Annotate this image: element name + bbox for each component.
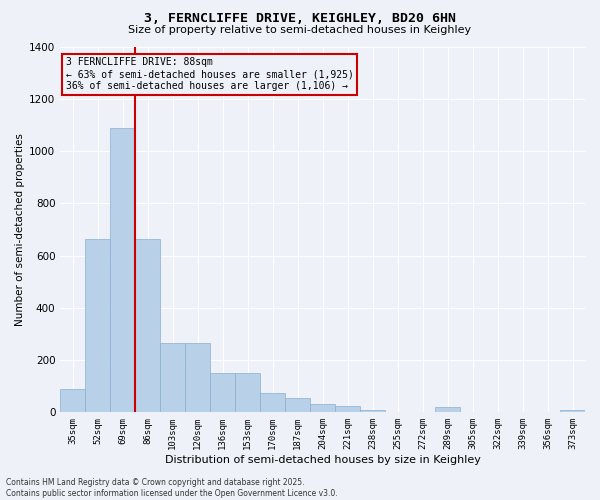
Text: 3, FERNCLIFFE DRIVE, KEIGHLEY, BD20 6HN: 3, FERNCLIFFE DRIVE, KEIGHLEY, BD20 6HN <box>144 12 456 26</box>
Text: Size of property relative to semi-detached houses in Keighley: Size of property relative to semi-detach… <box>128 25 472 35</box>
Bar <box>310 404 335 412</box>
Bar <box>135 238 160 412</box>
Text: 3 FERNCLIFFE DRIVE: 88sqm
← 63% of semi-detached houses are smaller (1,925)
36% : 3 FERNCLIFFE DRIVE: 88sqm ← 63% of semi-… <box>65 58 353 90</box>
Bar <box>285 398 310 412</box>
Bar <box>335 406 360 412</box>
Bar <box>210 373 235 412</box>
Bar <box>260 392 285 412</box>
X-axis label: Distribution of semi-detached houses by size in Keighley: Distribution of semi-detached houses by … <box>165 455 481 465</box>
Bar <box>160 343 185 412</box>
Bar <box>235 373 260 412</box>
Bar <box>185 343 210 412</box>
Bar <box>360 410 385 412</box>
Text: Contains HM Land Registry data © Crown copyright and database right 2025.
Contai: Contains HM Land Registry data © Crown c… <box>6 478 338 498</box>
Bar <box>85 238 110 412</box>
Bar <box>435 406 460 412</box>
Bar <box>60 390 85 412</box>
Bar <box>110 128 135 412</box>
Bar <box>560 410 585 412</box>
Y-axis label: Number of semi-detached properties: Number of semi-detached properties <box>15 133 25 326</box>
